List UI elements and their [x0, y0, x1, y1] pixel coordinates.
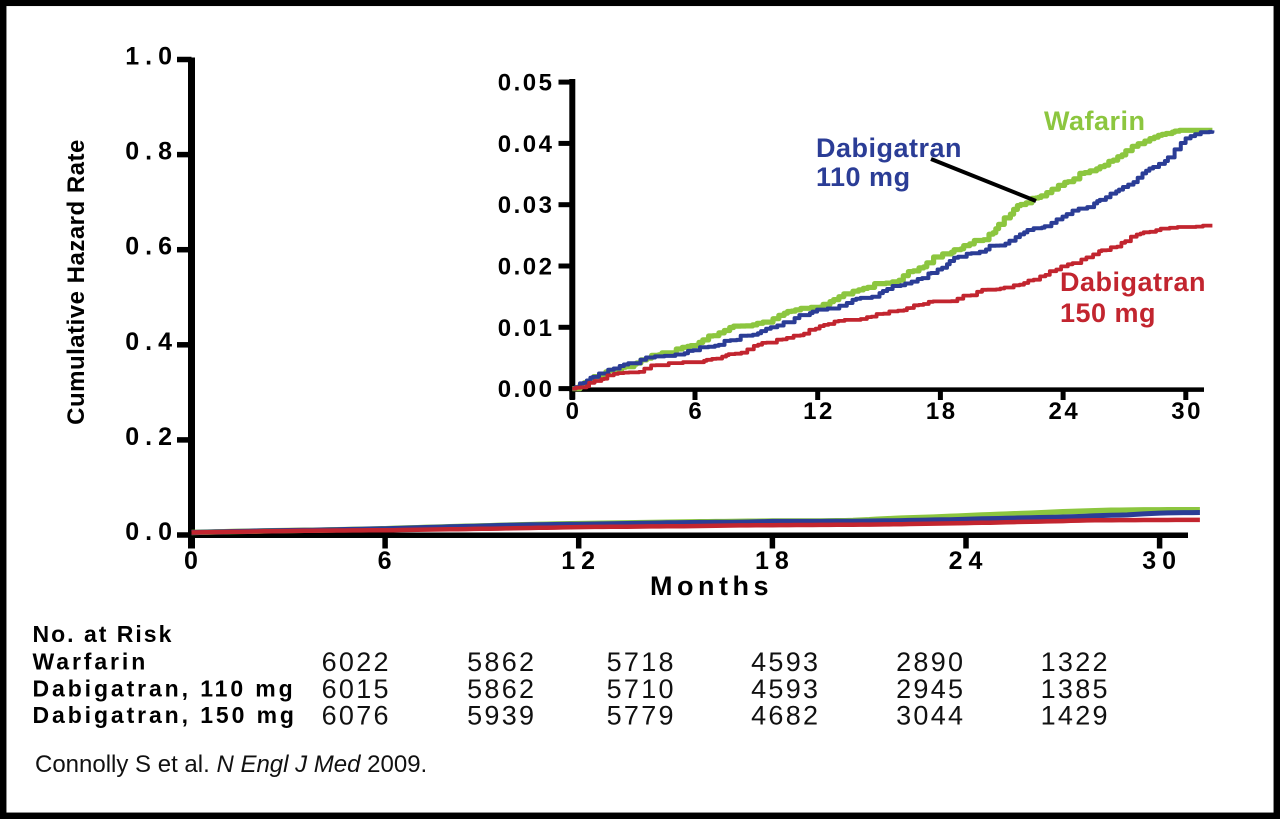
svg-text:150 mg: 150 mg — [1060, 298, 1156, 328]
svg-text:5710: 5710 — [607, 674, 676, 704]
svg-text:Months: Months — [650, 571, 773, 601]
svg-text:Dabigatran: Dabigatran — [1060, 267, 1206, 297]
svg-text:Connolly S et al. N Engl J Med: Connolly S et al. N Engl J Med 2009. — [35, 751, 427, 778]
svg-text:0.4: 0.4 — [125, 328, 178, 356]
svg-text:Dabigatran, 150 mg: Dabigatran, 150 mg — [33, 702, 297, 728]
svg-text:6: 6 — [378, 547, 398, 575]
svg-text:0.05: 0.05 — [498, 70, 555, 97]
svg-text:6022: 6022 — [322, 647, 391, 677]
svg-text:6015: 6015 — [322, 674, 391, 704]
svg-text:Dabigatran, 110 mg: Dabigatran, 110 mg — [33, 676, 296, 702]
svg-text:5862: 5862 — [467, 647, 536, 677]
svg-text:0.8: 0.8 — [125, 138, 178, 166]
svg-text:12: 12 — [803, 398, 835, 425]
svg-text:0.00: 0.00 — [498, 376, 555, 403]
svg-text:4682: 4682 — [751, 701, 820, 731]
svg-text:1429: 1429 — [1041, 701, 1110, 731]
svg-text:Wafarin: Wafarin — [1044, 106, 1146, 136]
svg-text:0.01: 0.01 — [498, 315, 555, 342]
svg-text:0: 0 — [184, 547, 204, 575]
svg-text:18: 18 — [926, 398, 958, 425]
svg-text:No. at Risk: No. at Risk — [33, 621, 174, 647]
svg-text:2945: 2945 — [896, 674, 965, 704]
svg-text:0.6: 0.6 — [125, 233, 178, 261]
svg-text:0.03: 0.03 — [498, 192, 555, 219]
svg-text:110 mg: 110 mg — [816, 162, 911, 192]
svg-text:4593: 4593 — [751, 647, 820, 677]
svg-text:1.0: 1.0 — [125, 43, 178, 71]
svg-text:2890: 2890 — [896, 647, 965, 677]
svg-text:5779: 5779 — [607, 701, 676, 731]
svg-text:Cumulative Hazard Rate: Cumulative Hazard Rate — [63, 139, 90, 425]
svg-text:30: 30 — [1171, 398, 1203, 425]
svg-text:0: 0 — [566, 398, 582, 425]
svg-text:0.0: 0.0 — [125, 518, 178, 546]
svg-text:6076: 6076 — [322, 701, 391, 731]
svg-text:1322: 1322 — [1041, 647, 1110, 677]
svg-text:12: 12 — [561, 547, 601, 575]
svg-text:5862: 5862 — [467, 674, 536, 704]
svg-text:24: 24 — [1049, 398, 1081, 425]
svg-text:3044: 3044 — [896, 701, 965, 731]
svg-text:6: 6 — [688, 398, 704, 425]
svg-text:Warfarin: Warfarin — [33, 649, 149, 675]
svg-text:Dabigatran: Dabigatran — [816, 133, 962, 163]
svg-text:30: 30 — [1142, 547, 1182, 575]
svg-text:0.2: 0.2 — [125, 423, 178, 451]
svg-text:0.04: 0.04 — [498, 131, 555, 158]
svg-text:24: 24 — [949, 547, 989, 575]
svg-text:0.02: 0.02 — [498, 254, 555, 281]
svg-text:5939: 5939 — [467, 701, 536, 731]
svg-text:4593: 4593 — [751, 674, 820, 704]
svg-text:18: 18 — [755, 547, 795, 575]
svg-text:1385: 1385 — [1041, 674, 1110, 704]
svg-text:5718: 5718 — [607, 647, 676, 677]
